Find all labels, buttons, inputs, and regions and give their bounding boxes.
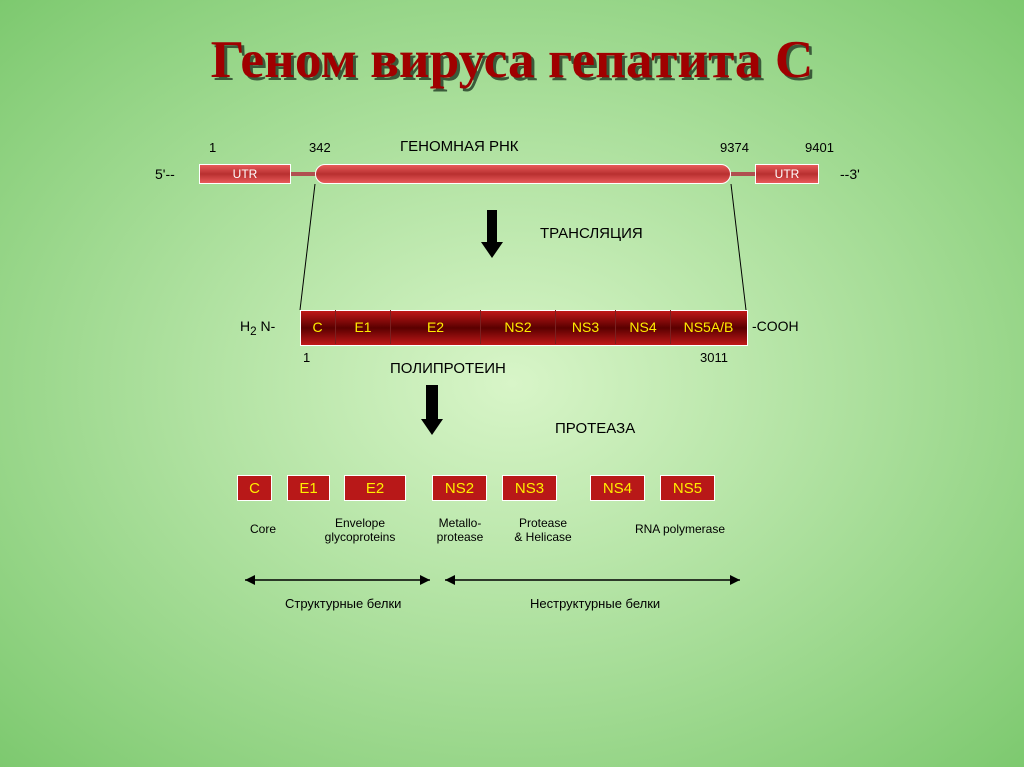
protein-box: E2 (344, 475, 406, 501)
protein-box: E1 (287, 475, 330, 501)
arrow-protease (419, 385, 445, 439)
protein-box: NS3 (502, 475, 557, 501)
protein-description: Envelopeglycoproteins (300, 516, 420, 544)
utr-right: UTR (755, 164, 819, 184)
translation-label: ТРАНСЛЯЦИЯ (540, 225, 643, 242)
protein-box: NS2 (432, 475, 487, 501)
polyprotein-label: ПОЛИПРОТЕИН (390, 360, 506, 377)
position-label: 342 (309, 140, 331, 155)
polyprotein-segment: C (300, 310, 335, 344)
protein-description: Metallo-protease (420, 516, 500, 544)
polyprotein-segment: NS5A/B (670, 310, 746, 344)
polyprotein-segment: E2 (390, 310, 480, 344)
page-title: Геном вируса гепатита С (0, 28, 1024, 90)
position-label: 9401 (805, 140, 834, 155)
utr-left: UTR (199, 164, 291, 184)
position-label: 1 (209, 140, 216, 155)
slide: Геном вируса гепатита С Геном вируса геп… (0, 0, 1024, 767)
protein-description: Core (238, 522, 288, 536)
structural-proteins-label: Структурные белки (285, 596, 401, 611)
rna-label: ГЕНОМНАЯ РНК (400, 138, 519, 155)
c-terminus-label: -COOH (752, 318, 799, 334)
nonstructural-proteins-label: Неструктурные белки (530, 596, 660, 611)
protease-label: ПРОТЕАЗА (555, 420, 635, 437)
three-prime-label: --3' (840, 166, 860, 182)
n-terminus-label: H2 N- (240, 318, 275, 338)
position-label: 9374 (720, 140, 749, 155)
polyprotein-segment: NS4 (615, 310, 670, 344)
polyprotein-segment: E1 (335, 310, 390, 344)
arrow-translation (479, 210, 505, 262)
protein-box: NS4 (590, 475, 645, 501)
coding-region-bar (315, 164, 731, 184)
protein-box: NS5 (660, 475, 715, 501)
protein-description: RNA polymerase (615, 522, 745, 536)
position-label: 3011 (700, 350, 728, 365)
position-label: 1 (303, 350, 310, 365)
five-prime-label: 5'-- (155, 166, 175, 182)
group-arrows (0, 0, 1024, 767)
polyprotein-segment: NS3 (555, 310, 615, 344)
guide-lines (0, 0, 1024, 767)
protein-description: Protease& Helicase (498, 516, 588, 544)
protein-box: C (237, 475, 272, 501)
polyprotein-segment: NS2 (480, 310, 555, 344)
